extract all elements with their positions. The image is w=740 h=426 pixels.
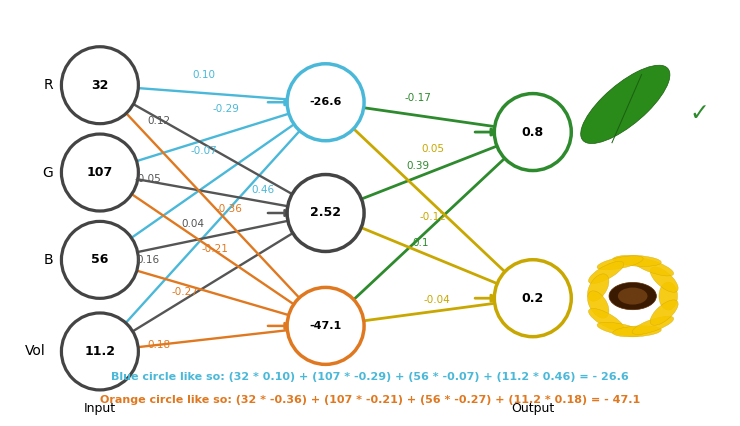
Text: -0.27: -0.27	[172, 287, 198, 297]
Text: R: R	[43, 78, 53, 92]
Ellipse shape	[581, 65, 670, 144]
Text: 0.8: 0.8	[522, 126, 544, 138]
Text: 0.16: 0.16	[136, 255, 160, 265]
Ellipse shape	[588, 262, 624, 284]
Ellipse shape	[287, 175, 364, 251]
Text: 0.12: 0.12	[147, 116, 171, 127]
Circle shape	[609, 282, 656, 310]
Text: G: G	[43, 166, 53, 179]
Ellipse shape	[613, 326, 662, 337]
Text: 0.39: 0.39	[406, 161, 430, 171]
Text: Blue circle like so: (32 * 0.10) + (107 * -0.29) + (56 * -0.07) + (11.2 * 0.46) : Blue circle like so: (32 * 0.10) + (107 …	[111, 372, 629, 382]
Ellipse shape	[588, 274, 609, 301]
Text: 56: 56	[91, 253, 109, 266]
Ellipse shape	[613, 255, 662, 266]
Ellipse shape	[632, 258, 673, 276]
Text: 11.2: 11.2	[84, 345, 115, 358]
Ellipse shape	[588, 308, 624, 331]
Text: 107: 107	[87, 166, 113, 179]
Text: ✓: ✓	[690, 101, 709, 125]
Ellipse shape	[632, 316, 673, 334]
Text: -0.29: -0.29	[212, 104, 239, 114]
Ellipse shape	[494, 260, 571, 337]
Ellipse shape	[588, 291, 609, 318]
Ellipse shape	[61, 222, 138, 298]
Ellipse shape	[61, 134, 138, 211]
Text: -0.21: -0.21	[201, 244, 228, 254]
Text: B: B	[43, 253, 53, 267]
Text: 0.2: 0.2	[522, 292, 544, 305]
Text: -26.6: -26.6	[309, 97, 342, 107]
Text: 0.1: 0.1	[412, 238, 428, 248]
Ellipse shape	[61, 47, 138, 124]
Ellipse shape	[650, 267, 678, 292]
Text: Input: Input	[84, 403, 116, 415]
Text: -0.36: -0.36	[216, 204, 243, 214]
Text: 0.05: 0.05	[421, 144, 445, 154]
Ellipse shape	[597, 256, 643, 270]
Text: -0.17: -0.17	[405, 93, 431, 103]
Text: Output: Output	[511, 403, 554, 415]
Ellipse shape	[287, 288, 364, 364]
Text: 32: 32	[91, 79, 109, 92]
Text: 0.46: 0.46	[251, 184, 275, 195]
Text: -0.12: -0.12	[420, 212, 446, 222]
Circle shape	[618, 288, 648, 305]
Text: -47.1: -47.1	[309, 321, 342, 331]
Ellipse shape	[659, 282, 678, 310]
Text: 0.10: 0.10	[192, 69, 215, 80]
Text: 0.18: 0.18	[147, 340, 171, 350]
Ellipse shape	[597, 322, 643, 337]
Ellipse shape	[494, 94, 571, 170]
Ellipse shape	[61, 313, 138, 390]
Text: Vol: Vol	[25, 345, 46, 358]
Text: -0.05: -0.05	[135, 174, 161, 184]
Text: Orange circle like so: (32 * -0.36) + (107 * -0.21) + (56 * -0.27) + (11.2 * 0.1: Orange circle like so: (32 * -0.36) + (1…	[100, 395, 640, 406]
Text: 2.52: 2.52	[310, 207, 341, 219]
Ellipse shape	[650, 300, 678, 325]
Text: 0.04: 0.04	[181, 219, 204, 229]
Text: -0.07: -0.07	[190, 146, 217, 156]
Text: -0.04: -0.04	[423, 295, 450, 305]
Ellipse shape	[287, 64, 364, 141]
